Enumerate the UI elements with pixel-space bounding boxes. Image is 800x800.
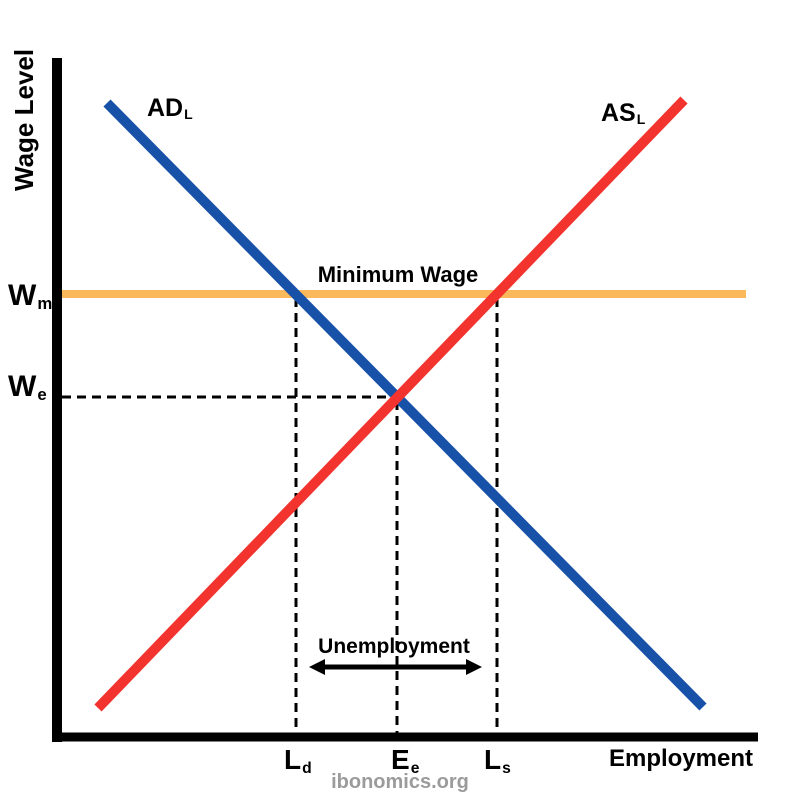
equilibrium-employment-tick-label: Ee xyxy=(391,744,420,777)
unemployment-arrow-left-head xyxy=(309,659,325,675)
unemployment-annotation-label: Unemployment xyxy=(318,635,470,658)
minimum-wage-line-label: Minimum Wage xyxy=(317,262,479,287)
labour-demand-label-subscript: L xyxy=(184,106,193,123)
wage-minimum-main: W xyxy=(8,279,37,312)
unemployment-arrow-right-head xyxy=(466,659,482,675)
equilibrium-employment-subscript: e xyxy=(410,759,420,777)
labour-supply-line xyxy=(94,96,688,712)
wage-equilibrium-subscript: e xyxy=(37,385,47,405)
labour-supplied-subscript: s xyxy=(502,759,511,777)
wage-minimum-subscript: m xyxy=(37,294,53,314)
labour-supplied-main: L xyxy=(484,744,502,775)
labour-supply-label-subscript: L xyxy=(636,111,646,128)
labour-supply-curve-label: ASL xyxy=(601,99,646,128)
equilibrium-employment-main: E xyxy=(391,744,410,775)
x-axis-title: Employment xyxy=(609,745,754,772)
labour-demand-line xyxy=(103,99,707,711)
labour-demand-curve-label: ADL xyxy=(147,94,193,123)
watermark-text: ibonomics.org xyxy=(331,771,469,793)
labour-demand-label-main: AD xyxy=(147,94,184,122)
labour-supplied-tick-label: Ls xyxy=(484,744,511,777)
wage-minimum-tick-label: Wm xyxy=(8,281,52,313)
labour-demanded-tick-label: Ld xyxy=(284,744,312,777)
wage-equilibrium-tick-label: We xyxy=(8,372,47,404)
labour-demanded-main: L xyxy=(284,744,302,775)
wage-equilibrium-main: W xyxy=(8,370,37,403)
labour-supply-label-main: AS xyxy=(601,99,636,127)
y-axis-title: Wage Level xyxy=(9,48,39,191)
labour-demanded-subscript: d xyxy=(302,759,312,777)
